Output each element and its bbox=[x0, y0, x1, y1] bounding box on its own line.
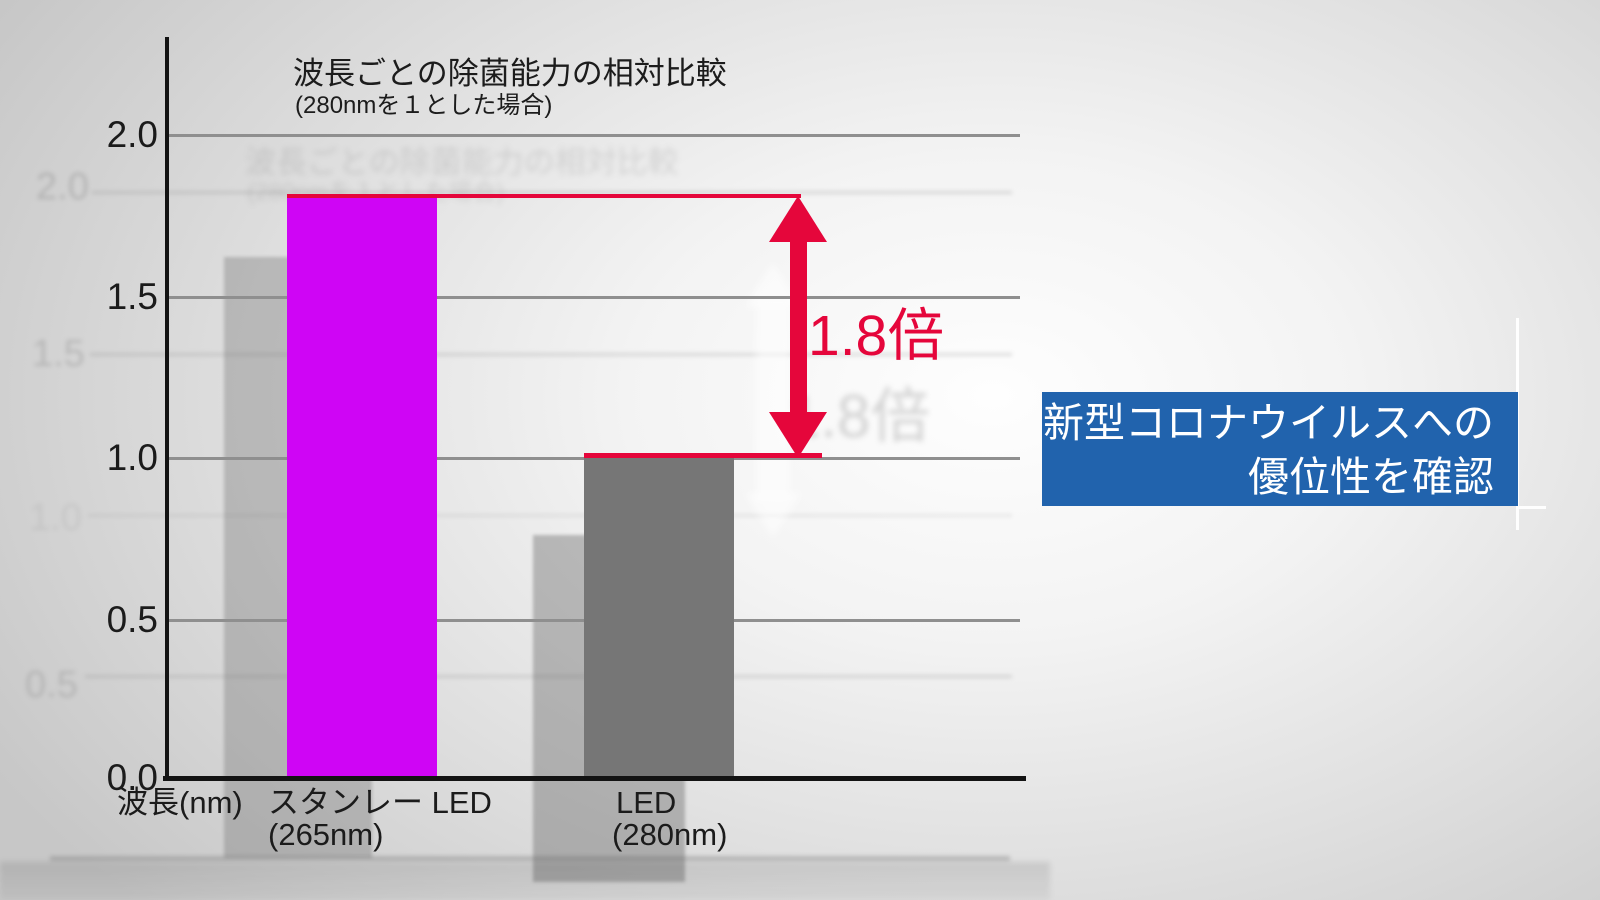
y-axis-line bbox=[165, 37, 169, 781]
ghost-axis-line bbox=[50, 856, 1010, 861]
category-label-2-line1: LED bbox=[616, 785, 677, 820]
x-axis-line bbox=[163, 776, 1026, 781]
chart-title: 波長ごとの除菌能力の相対比較 bbox=[293, 56, 727, 91]
ytick-label: 1.5 bbox=[106, 276, 158, 317]
ghost-ytick: 1.0 bbox=[29, 497, 82, 539]
gridline-2.0 bbox=[168, 134, 1020, 137]
callout-crosshair-horizontal bbox=[1516, 506, 1546, 509]
callout-line2: 優位性を確認 bbox=[1248, 454, 1494, 500]
bar-led-280nm bbox=[584, 455, 734, 777]
annotation-label: 1.8倍 bbox=[808, 304, 945, 368]
arrowhead-up-icon bbox=[769, 196, 827, 242]
category-label-1-line2: (265nm) bbox=[268, 817, 384, 852]
chart-subtitle: (280nmを１とした場合) bbox=[295, 92, 553, 119]
category-label-1-line1: スタンレー LED bbox=[268, 785, 492, 820]
annotation-line-top bbox=[287, 194, 801, 198]
ghost-ytick: 1.5 bbox=[32, 333, 85, 375]
ghost-gridline bbox=[85, 675, 1012, 678]
ytick-label: 0.0 bbox=[106, 757, 158, 798]
annotation-line-bottom bbox=[584, 453, 822, 458]
ghost-title: 波長ごとの除菌能力の相対比較 bbox=[245, 145, 679, 180]
ghost-gridline bbox=[88, 514, 1012, 517]
ghost-ytick: 0.5 bbox=[25, 664, 78, 706]
callout-line1: 新型コロナウイルスへの bbox=[1043, 400, 1494, 446]
bar-stanley-led-265nm bbox=[287, 198, 437, 777]
ytick-label: 1.0 bbox=[106, 437, 158, 478]
arrowhead-down-icon bbox=[769, 412, 827, 458]
ghost-bottom-shade bbox=[0, 862, 1050, 900]
ghost-arrow-shaft bbox=[756, 300, 790, 500]
ytick-label: 2.0 bbox=[106, 114, 158, 155]
gridline-1.5 bbox=[168, 296, 1020, 299]
x-axis-title: 波長(nm) bbox=[117, 785, 243, 820]
ytick-label: 0.5 bbox=[106, 599, 158, 640]
annotation-arrow-shaft bbox=[790, 238, 807, 413]
callout-banner: 新型コロナウイルスへの 優位性を確認 bbox=[1042, 392, 1518, 506]
category-label-2-line2: (280nm) bbox=[612, 817, 728, 852]
ghost-arrowhead-down-icon bbox=[744, 492, 802, 538]
ghost-ytick: 2.0 bbox=[36, 166, 89, 208]
